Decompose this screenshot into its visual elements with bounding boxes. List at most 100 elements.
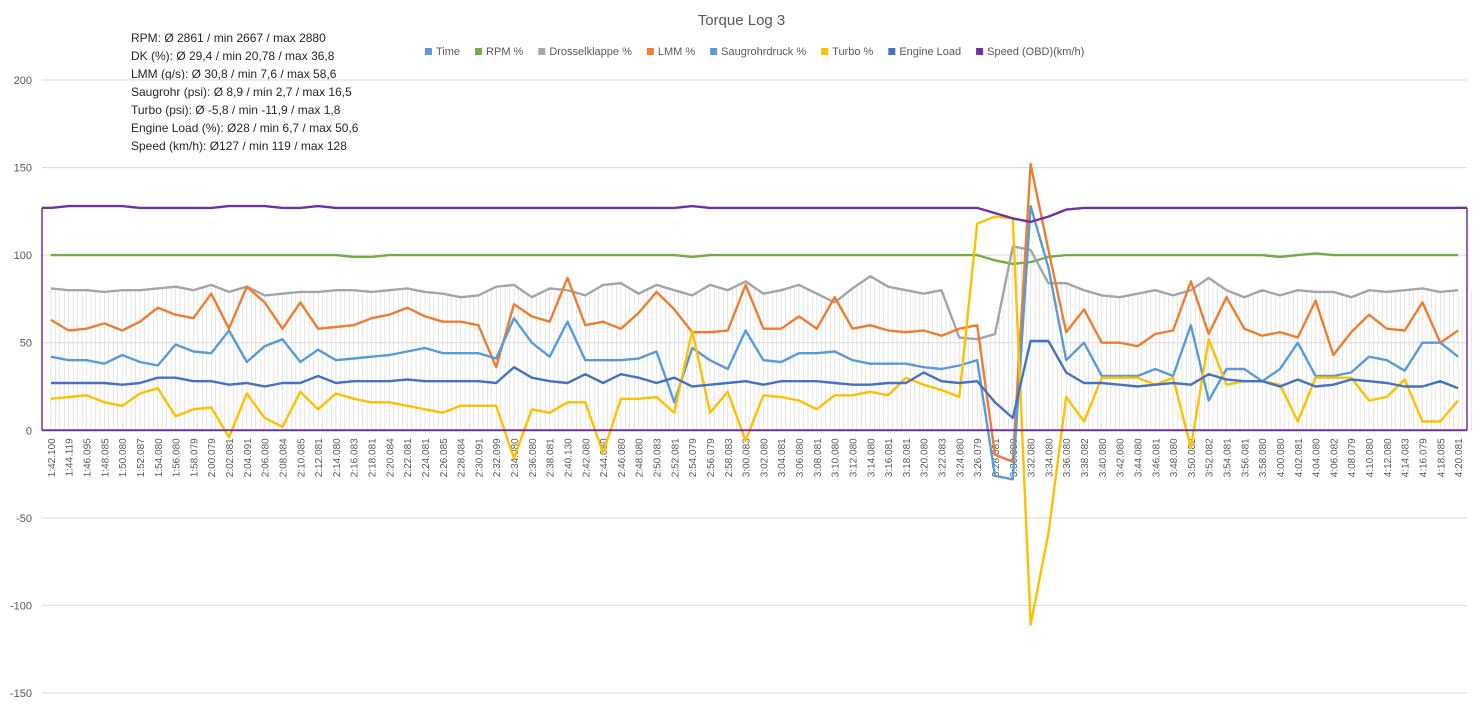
x-tick-label: 1:44.119: [65, 438, 76, 477]
x-tick-label: 1:48.085: [100, 438, 111, 477]
x-tick-label: 2:42.080: [581, 438, 592, 477]
x-tick-label: 3:58.080: [1258, 438, 1269, 477]
stats-dk: DK (%): Ø 29,4 / min 20,78 / max 36,8: [131, 49, 335, 63]
x-tick-label: 1:56.080: [172, 438, 183, 477]
stats-rpm: RPM: Ø 2861 / min 2667 / max 2880: [131, 31, 326, 45]
y-tick-label: -100: [10, 600, 32, 612]
x-tick-label: 1:42.100: [47, 438, 58, 477]
y-tick-label: 100: [14, 250, 32, 262]
x-tick-label: 2:30.091: [474, 438, 485, 477]
x-tick-label: 4:10.080: [1365, 438, 1376, 477]
legend-swatch-5: [821, 48, 829, 55]
legend-label-0: Time: [436, 46, 460, 58]
y-tick-label: -50: [16, 513, 32, 525]
x-tick-label: 3:54.081: [1223, 438, 1234, 477]
series-line-6: [50, 339, 1459, 420]
x-tick-label: 3:22.083: [938, 438, 949, 477]
legend-label-2: Drosselklappe %: [549, 46, 632, 58]
x-tick-label: 2:10.085: [296, 438, 307, 477]
legend-label-4: Saugrohrdruck %: [721, 46, 806, 58]
series-layer: [41, 162, 1472, 626]
x-tick-label: 3:12.080: [848, 438, 859, 477]
stats-lmm: LMM (g/s): Ø 30,8 / min 7,6 / max 58,6: [131, 67, 337, 81]
x-tick-label: 2:36.080: [528, 438, 539, 477]
y-axis: 200 150 100 50 0 -50 -100 -150: [10, 75, 32, 700]
x-tick-label: 3:26.079: [973, 438, 984, 477]
x-tick-label: 4:04.080: [1312, 438, 1323, 477]
x-tick-label: 3:32.080: [1027, 438, 1038, 477]
stats-turbo: Turbo (psi): Ø -5,8 / min -11,9 / max 1,…: [131, 103, 341, 117]
legend-label-3: LMM %: [658, 46, 696, 58]
x-tick-label: 4:16.079: [1418, 438, 1429, 477]
x-tick-label: 2:48.080: [635, 438, 646, 477]
x-tick-label: 2:14.080: [332, 438, 343, 477]
x-tick-label: 3:50.082: [1187, 438, 1198, 477]
x-tick-label: 3:04.081: [777, 438, 788, 477]
x-tick-label: 4:08.079: [1347, 438, 1358, 477]
x-tick-label: 3:34.080: [1044, 438, 1055, 477]
x-tick-label: 4:14.083: [1401, 438, 1412, 477]
x-tick-label: 3:42.080: [1116, 438, 1127, 477]
y-tick-label: 0: [26, 425, 32, 437]
x-tick-label: 4:20.081: [1454, 438, 1465, 477]
x-tick-label: 3:40.080: [1098, 438, 1109, 477]
x-tick-label: 4:12.080: [1383, 438, 1394, 477]
series-line-2: [50, 245, 1459, 341]
x-tick-label: 3:20.080: [920, 438, 931, 477]
x-tick-label: 1:50.080: [118, 438, 129, 477]
x-tick-label: 3:16.081: [884, 438, 895, 477]
x-tick-label: 2:18.081: [368, 438, 379, 477]
x-tick-label: 2:16.083: [350, 438, 361, 477]
x-tick-label: 2:06.080: [261, 438, 272, 477]
x-tick-label: 2:00.079: [207, 438, 218, 477]
y-tick-label: 150: [14, 163, 32, 175]
legend-label-6: Engine Load: [899, 46, 961, 58]
x-tick-label: 2:04.091: [243, 438, 254, 477]
x-tick-label: 2:26.085: [439, 438, 450, 477]
y-tick-label: 50: [20, 338, 32, 350]
x-tick-label: 3:14.080: [866, 438, 877, 477]
legend-swatch-1: [475, 48, 483, 55]
x-tick-label: 3:52.082: [1205, 438, 1216, 477]
series-line-7: [50, 204, 1459, 224]
x-tick-label: 2:44.080: [599, 438, 610, 477]
x-tick-label: 3:56.081: [1240, 438, 1251, 477]
x-tick-label: 2:08.084: [278, 438, 289, 477]
x-tick-label: 2:02.081: [225, 438, 236, 477]
stats-engine-load: Engine Load (%): Ø28 / min 6,7 / max 50,…: [131, 121, 359, 135]
legend-swatch-2: [538, 48, 546, 55]
x-tick-label: 3:08.081: [813, 438, 824, 477]
stats-saugrohr: Saugrohr (psi): Ø 8,9 / min 2,7 / max 16…: [131, 85, 352, 99]
x-tick-label: 3:18.081: [902, 438, 913, 477]
x-tick-label: 1:58.079: [189, 438, 200, 477]
x-tick-label: 2:20.084: [385, 438, 396, 477]
legend-label-7: Speed (OBD)(km/h): [987, 46, 1084, 58]
x-tick-label: 2:28.084: [457, 438, 468, 477]
series-line-1: [50, 252, 1459, 266]
legend-swatch-4: [710, 48, 718, 55]
stats-box: RPM: Ø 2861 / min 2667 / max 2880 DK (%)…: [131, 29, 358, 155]
x-tick-label: 2:24.081: [421, 438, 432, 477]
x-tick-label: 4:18.085: [1436, 438, 1447, 477]
x-tick-label: 3:38.082: [1080, 438, 1091, 477]
x-tick-label: 2:12.081: [314, 438, 325, 477]
chart-title: Torque Log 3: [697, 12, 786, 29]
x-tick-label: 1:54.080: [154, 438, 165, 477]
legend-label-1: RPM %: [486, 46, 524, 58]
series-line-3: [50, 162, 1459, 463]
x-tick-label: 2:50.083: [653, 438, 664, 477]
x-tick-label: 2:56.079: [706, 438, 717, 477]
x-tick-label: 3:00.083: [742, 438, 753, 477]
x-tick-label: 1:46.095: [83, 438, 94, 477]
x-tick-label: 2:58.083: [724, 438, 735, 477]
legend-swatch-6: [888, 48, 896, 55]
x-tick-label: 2:54.079: [688, 438, 699, 477]
legend-swatch-7: [976, 48, 984, 55]
legend-label-5: Turbo %: [832, 46, 873, 58]
x-tick-label: 3:24.080: [955, 438, 966, 477]
series-line-5: [50, 215, 1460, 626]
x-tick-label: 4:00.080: [1276, 438, 1287, 477]
x-tick-label: 3:06.080: [795, 438, 806, 477]
